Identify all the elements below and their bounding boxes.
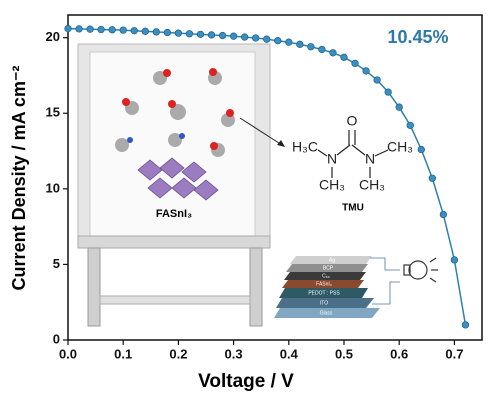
data-point <box>428 174 436 182</box>
data-point <box>296 40 304 48</box>
layer-label: FASnI₃ <box>316 281 332 287</box>
data-point <box>108 26 116 34</box>
layer-label: C₆₀ <box>322 273 330 279</box>
data-point <box>75 25 83 33</box>
y-tick-label: 10 <box>46 180 60 195</box>
layer-label: Glass <box>320 310 333 316</box>
y-tick-label: 0 <box>53 331 60 346</box>
y-axis-label: Current Density / mA cm⁻² <box>9 66 29 291</box>
data-point <box>285 38 293 46</box>
perovskite-label: FASnI₃ <box>156 208 192 220</box>
y-tick-label: 5 <box>53 256 60 271</box>
x-tick-label: 0.6 <box>390 346 408 361</box>
data-point <box>252 34 260 42</box>
data-point <box>174 29 183 37</box>
atom: CH₃ <box>359 177 385 193</box>
data-point <box>351 59 359 68</box>
data-point <box>119 26 127 34</box>
data-point <box>329 49 337 57</box>
arrow-head <box>277 140 285 147</box>
data-point <box>152 28 160 36</box>
atom: H₃C <box>292 139 318 155</box>
data-point <box>318 45 326 54</box>
bulb-icon <box>403 257 438 283</box>
data-point <box>64 24 72 33</box>
data-point <box>263 35 271 43</box>
molecule-label: TMU <box>342 203 364 214</box>
data-point <box>395 103 403 111</box>
atom: CH₃ <box>387 139 413 155</box>
y-tick-label: 15 <box>46 105 60 120</box>
data-point <box>362 67 370 75</box>
atom: CH₃ <box>319 177 345 193</box>
data-point <box>196 30 205 38</box>
x-tick-label: 0.4 <box>280 346 299 361</box>
data-point <box>240 33 249 41</box>
x-tick-label: 0.7 <box>445 346 463 361</box>
data-point <box>86 25 94 33</box>
data-point <box>229 32 238 40</box>
data-point <box>384 88 392 96</box>
layer-label: BCP <box>323 265 334 271</box>
arrow <box>239 117 283 146</box>
data-point <box>207 31 216 39</box>
x-axis-label: Voltage / V <box>198 371 294 392</box>
efficiency-label: 10.45% <box>387 27 448 47</box>
tmu-structure: H₃C N O N CH₃ CH₃ CH₃ <box>292 113 413 193</box>
data-point <box>141 27 149 35</box>
x-tick-label: 0.2 <box>169 346 187 361</box>
data-point <box>373 76 381 84</box>
x-tick-label: 0.0 <box>59 346 77 361</box>
data-point <box>218 31 227 40</box>
data-point <box>185 30 194 38</box>
data-point <box>307 43 315 51</box>
data-point <box>439 210 448 219</box>
device-stack: Ag BCP C₆₀ FASnI₃ PEDOT : PSS ITO Glass <box>274 256 400 318</box>
y-tick-label: 20 <box>46 29 60 44</box>
data-point <box>450 256 459 264</box>
layer-label: PEDOT : PSS <box>308 290 340 296</box>
layer-label: ITO <box>320 300 328 306</box>
layer-label: Ag <box>329 257 335 263</box>
data-point <box>130 27 138 35</box>
data-point <box>163 28 172 37</box>
x-tick-label: 0.3 <box>225 346 243 361</box>
molecules <box>115 68 235 157</box>
perovskite <box>137 157 219 201</box>
data-point <box>461 321 470 329</box>
plot-frame <box>67 14 483 341</box>
atom: O <box>347 113 358 129</box>
atom: N <box>365 151 375 167</box>
data-point <box>97 25 105 34</box>
data-point <box>406 121 414 129</box>
x-tick-label: 0.1 <box>114 346 132 361</box>
data-point <box>274 37 282 45</box>
atom: N <box>327 151 337 167</box>
x-tick-label: 0.5 <box>335 346 353 361</box>
data-point <box>417 145 425 154</box>
data-point <box>340 53 348 61</box>
fume-hood <box>77 43 271 327</box>
